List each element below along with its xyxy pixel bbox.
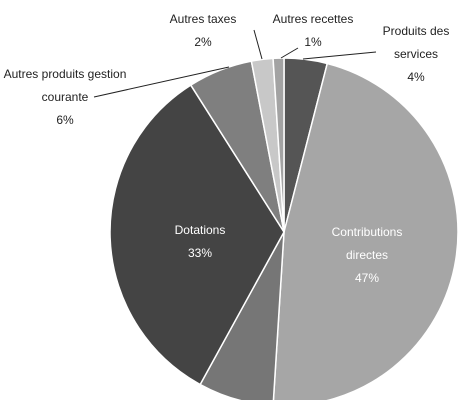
category-label: Contributions directes <box>331 225 403 262</box>
value-label: 4% <box>407 70 425 84</box>
pie-slice <box>272 62 459 400</box>
leader-line <box>93 66 230 98</box>
pie-slice <box>109 84 285 386</box>
value-label: 1% <box>304 35 322 49</box>
slice-label: Autres taxes 2% <box>158 8 248 54</box>
slice-label: Produits des services 4% <box>369 20 459 89</box>
slice-label: Contributions directes 47% <box>317 221 417 290</box>
value-label: 33% <box>187 246 213 260</box>
category-label: Produits des services <box>382 24 450 61</box>
pie-slice <box>272 57 285 233</box>
value-label: 2% <box>194 35 212 49</box>
category-label: Autres recettes <box>272 12 354 26</box>
slice-label: Dotations 33% <box>155 219 245 265</box>
slice-label: Autres produits gestion courante 6% <box>3 63 128 132</box>
leader-line <box>302 51 377 60</box>
leader-line <box>280 47 299 59</box>
leader-line <box>253 29 263 60</box>
category-label: Autres produits gestion courante <box>3 67 127 104</box>
category-label: Autres taxes <box>169 12 237 26</box>
value-label: 47% <box>354 271 380 285</box>
value-label: 6% <box>56 113 74 127</box>
slice-label: Autres recettes 1% <box>263 8 363 54</box>
category-label: Dotations <box>174 223 226 237</box>
